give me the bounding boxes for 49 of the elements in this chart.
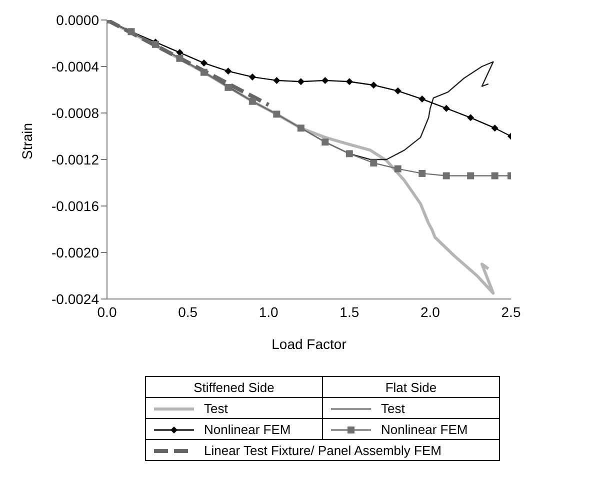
- point: [394, 165, 402, 172]
- point: [200, 60, 208, 67]
- x-tick-label: 2.0: [420, 304, 440, 320]
- point: [224, 84, 232, 91]
- point: [418, 96, 426, 103]
- point: [297, 78, 304, 86]
- point: [467, 114, 474, 122]
- legend-label: Test: [146, 398, 322, 418]
- point: [346, 78, 353, 86]
- x-axis-title: Load Factor: [272, 336, 347, 352]
- point: [322, 138, 329, 146]
- y-tick-label: 0.0000: [56, 12, 100, 28]
- legend-label: Linear Test Fixture/ Panel Assembly FEM: [146, 440, 500, 460]
- y-tick-label: -0.0004: [52, 58, 100, 74]
- point: [418, 170, 426, 177]
- y-tick-label: -0.0008: [52, 104, 100, 121]
- point: [370, 159, 378, 166]
- point: [346, 150, 353, 158]
- text: Flat Side: [322, 376, 500, 398]
- point: [224, 68, 232, 75]
- y-tick-label: -0.0020: [52, 244, 100, 260]
- y-tick-label: -0.0016: [52, 198, 100, 214]
- point: [394, 87, 402, 94]
- point: [467, 172, 474, 180]
- legend-label: Nonlinear FEM: [146, 418, 322, 440]
- text: Stiffened Side: [146, 376, 322, 398]
- point: [491, 124, 498, 132]
- point: [370, 82, 378, 89]
- x-tick-label: 2.5: [501, 304, 521, 320]
- point: [273, 76, 280, 84]
- x-tick-label: 1.5: [340, 304, 360, 320]
- y-axis-title: Strain: [18, 122, 35, 160]
- point: [248, 73, 256, 80]
- point: [273, 110, 280, 118]
- point: [491, 172, 498, 180]
- point: [297, 124, 304, 132]
- y-tick-label: -0.0012: [52, 151, 100, 168]
- x-tick-label: 0.0: [97, 304, 117, 320]
- legend-label: Test: [322, 398, 500, 418]
- x-tick-label: 0.5: [178, 304, 198, 320]
- point: [248, 98, 256, 105]
- point: [442, 172, 450, 180]
- x-tick-label: 1.0: [258, 304, 279, 320]
- point: [176, 54, 184, 62]
- point: [200, 68, 208, 76]
- point: [322, 76, 329, 84]
- y-tick-label: -0.0024: [52, 290, 100, 307]
- legend-label: Nonlinear FEM: [322, 418, 500, 440]
- point: [442, 104, 450, 112]
